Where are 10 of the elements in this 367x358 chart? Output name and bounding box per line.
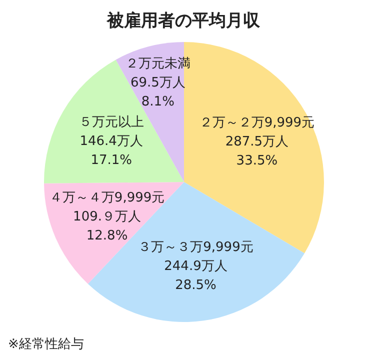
data-label: 69.5万人 8.1% (130, 76, 186, 110)
data-label: 146.4万人 17.1% (80, 134, 143, 168)
data-label: 287.5万人 33.5% (225, 134, 289, 168)
slice-label: ２万元未満 (125, 56, 190, 72)
data-label: 244.9万人 28.5% (164, 259, 228, 294)
slice-label: ２万～２万9,999元 (199, 115, 315, 130)
slice-label: ５万元以上 (78, 114, 144, 130)
slice-label: ４万～４万9,999元 (49, 190, 165, 206)
text: ※経常性給与 (8, 337, 84, 352)
chart-title: 被雇用者の平均月収 (106, 11, 261, 31)
